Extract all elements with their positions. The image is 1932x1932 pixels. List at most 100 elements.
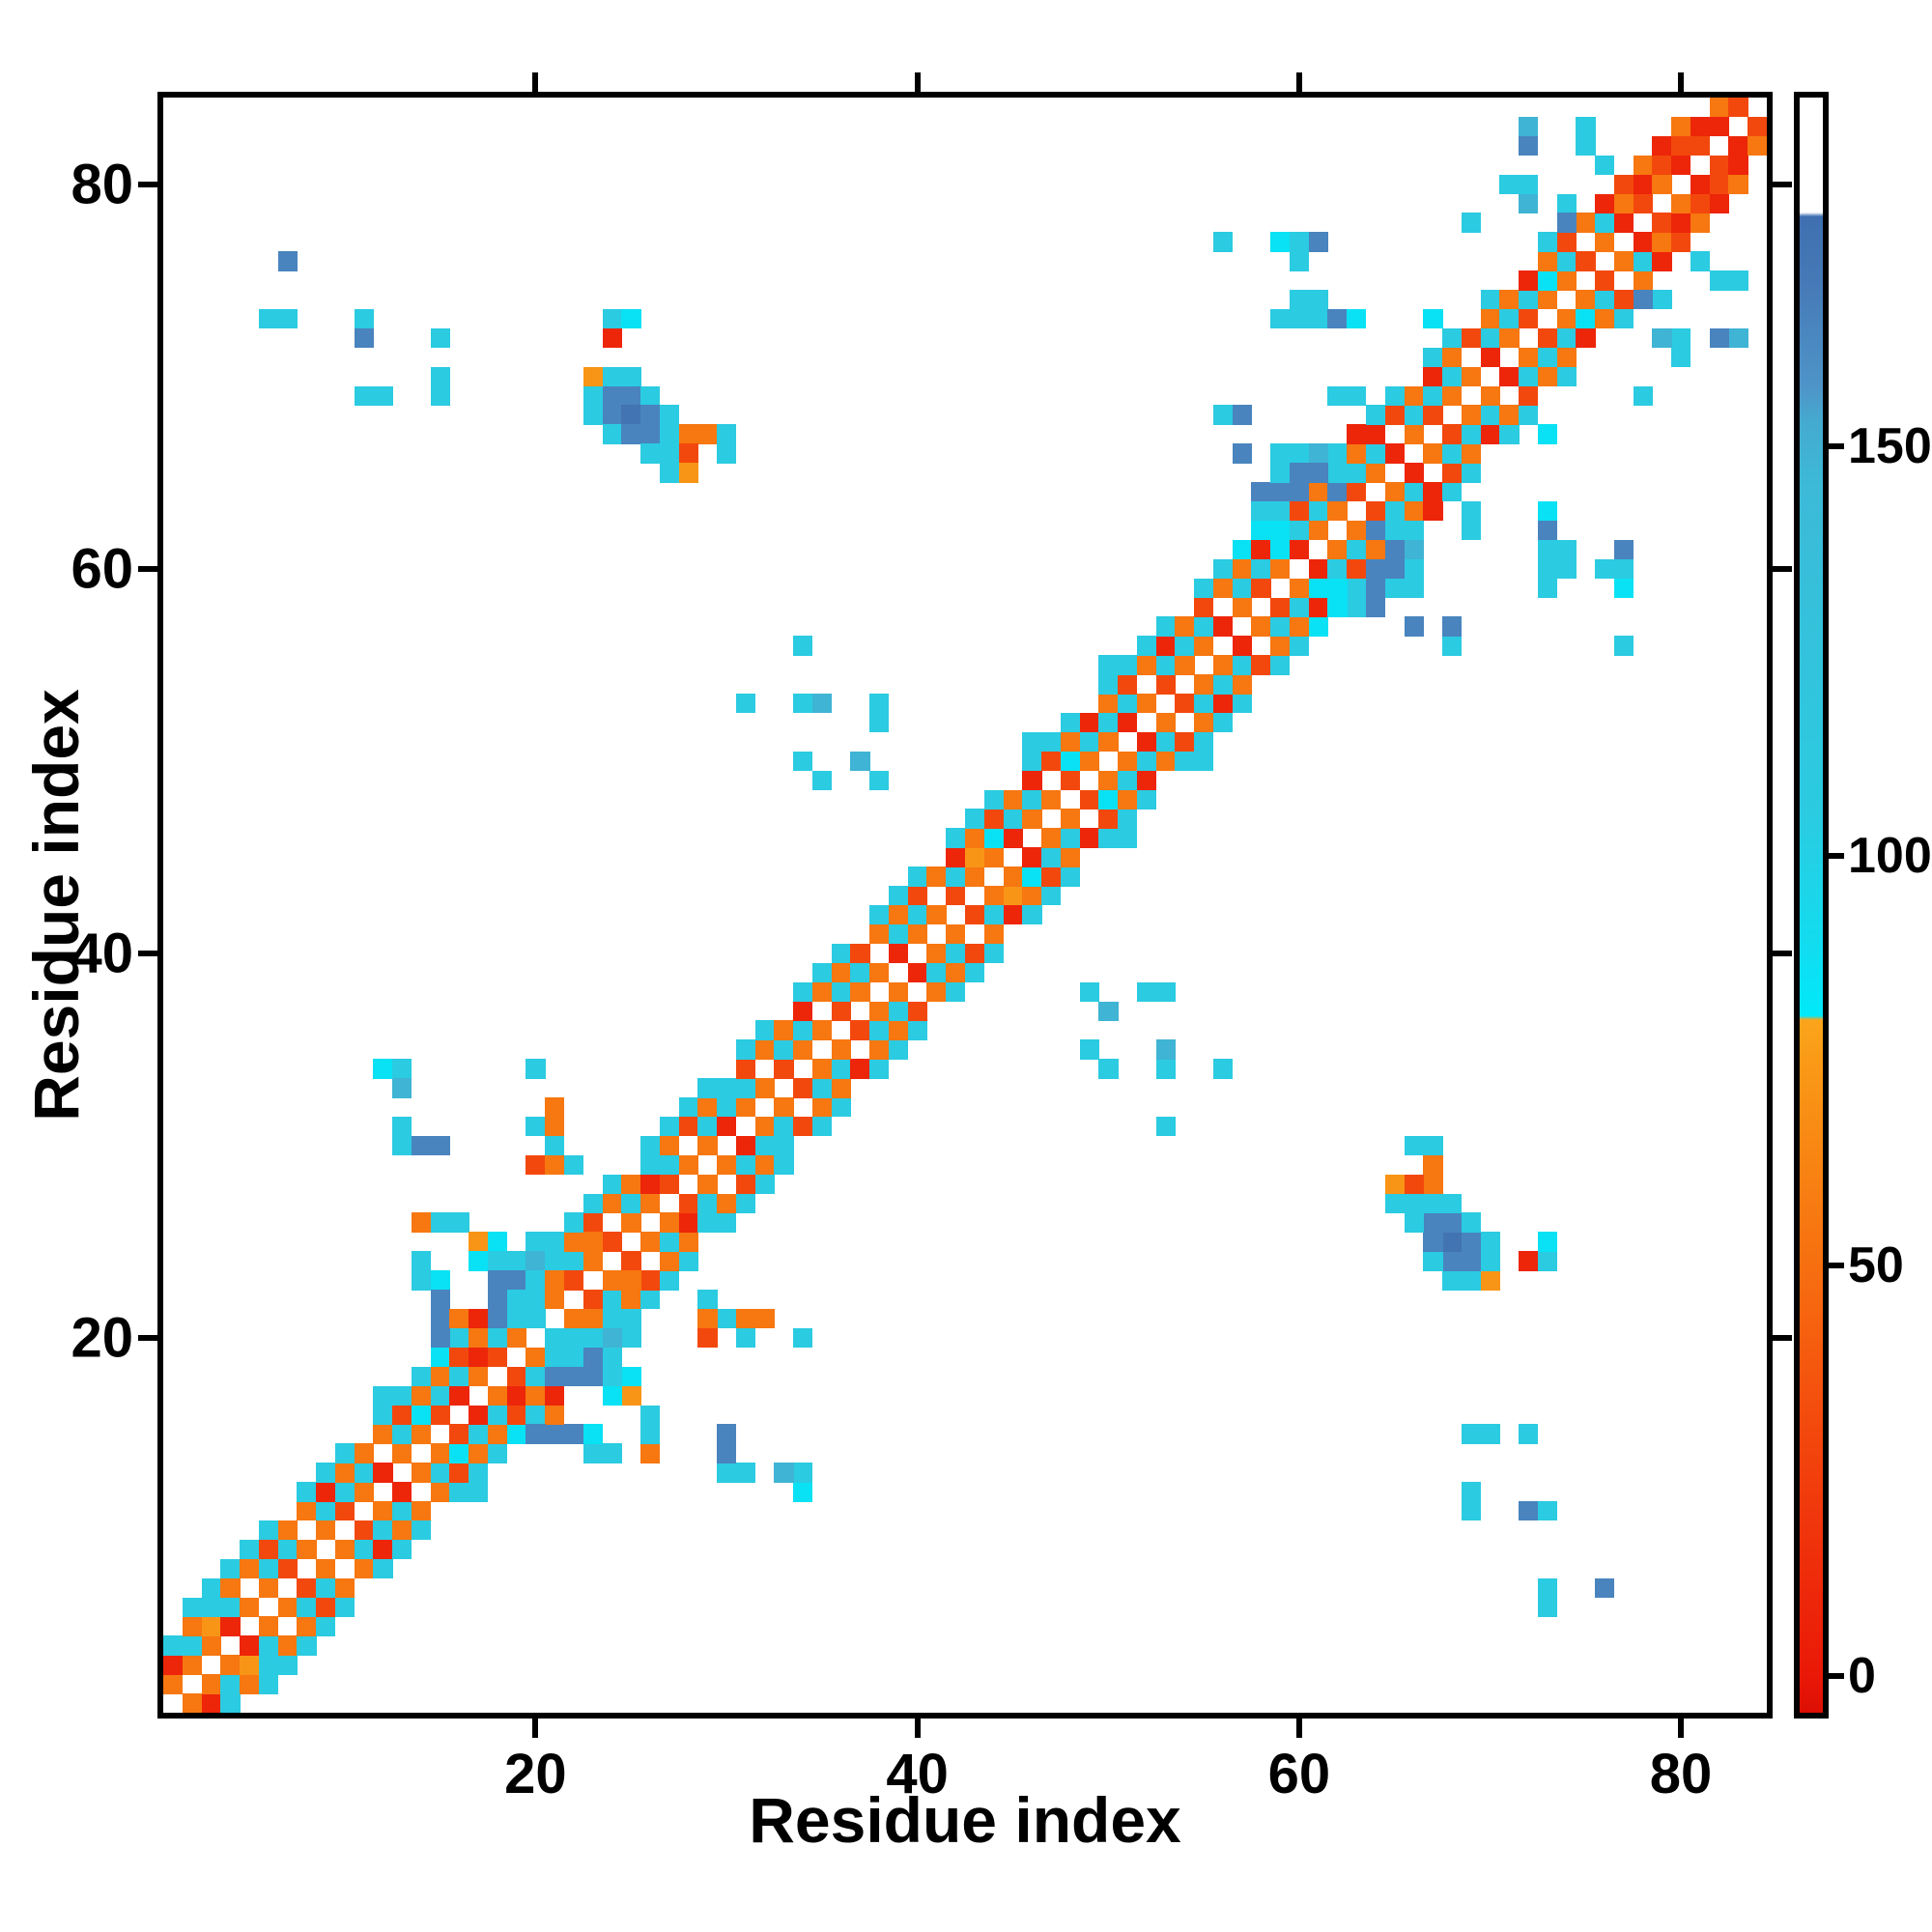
heatmap-cell: [602, 1385, 622, 1406]
heatmap-cell: [1175, 731, 1195, 753]
heatmap-cell: [1098, 1059, 1119, 1079]
heatmap-cell: [1442, 347, 1463, 368]
colorbar: [1794, 92, 1829, 1719]
heatmap-cell: [1461, 327, 1482, 349]
axis-tick: [138, 181, 157, 187]
heatmap-cell: [411, 1405, 432, 1425]
heatmap-cell: [506, 1424, 526, 1444]
heatmap-cell: [392, 1135, 412, 1156]
heatmap-cell: [526, 1290, 546, 1310]
heatmap-cell: [1652, 174, 1672, 194]
heatmap-cell: [1384, 385, 1405, 406]
heatmap-cell: [735, 1039, 756, 1060]
heatmap-cell: [1519, 193, 1539, 213]
heatmap-cell: [869, 712, 890, 733]
heatmap-cell: [297, 1539, 317, 1560]
heatmap-cell: [697, 424, 718, 444]
heatmap-cell: [1671, 327, 1691, 349]
heatmap-cell: [1404, 424, 1424, 444]
heatmap-cell: [811, 770, 833, 791]
heatmap-cell: [1461, 1270, 1482, 1291]
heatmap-cell: [1270, 539, 1291, 560]
heatmap-cell: [1461, 463, 1482, 483]
heatmap-cell: [717, 1078, 737, 1098]
heatmap-cell: [1671, 116, 1691, 137]
heatmap-cell: [1175, 616, 1195, 637]
heatmap-cell: [487, 1443, 508, 1463]
heatmap-cell: [1060, 847, 1081, 867]
heatmap-cell: [1251, 558, 1271, 580]
heatmap-cell: [220, 1616, 241, 1636]
heatmap-cell: [506, 1405, 526, 1425]
heatmap-cell: [659, 463, 680, 483]
contact-map-heatmap: [163, 98, 1768, 1714]
heatmap-cell: [201, 1674, 221, 1694]
heatmap-cell: [220, 1655, 241, 1675]
heatmap-cell: [1556, 539, 1577, 560]
heatmap-cell: [602, 385, 622, 406]
heatmap-cell: [1118, 712, 1138, 733]
heatmap-cell: [602, 424, 622, 444]
heatmap-cell: [602, 366, 622, 387]
heatmap-cell: [1232, 597, 1252, 617]
heatmap-cell: [1442, 1193, 1463, 1213]
heatmap-cell: [1060, 770, 1081, 791]
heatmap-cell: [1404, 405, 1424, 425]
heatmap-cell: [946, 962, 966, 983]
heatmap-cell: [1384, 1193, 1405, 1213]
heatmap-cell: [526, 1232, 546, 1252]
heatmap-cell: [1347, 424, 1367, 444]
heatmap-cell: [1576, 327, 1596, 349]
heatmap-cell: [1652, 135, 1672, 156]
heatmap-cell: [1212, 674, 1234, 695]
heatmap-cell: [1442, 1212, 1463, 1233]
heatmap-cell: [754, 1116, 775, 1137]
heatmap-cell: [469, 1405, 489, 1425]
heatmap-cell: [1423, 1135, 1443, 1156]
heatmap-cell: [526, 1309, 546, 1329]
heatmap-cell: [1423, 347, 1443, 368]
heatmap-cell: [449, 1309, 469, 1329]
heatmap-cell: [697, 1290, 718, 1310]
heatmap-cell: [1537, 270, 1558, 291]
heatmap-cell: [1576, 251, 1596, 271]
heatmap-cell: [1308, 578, 1328, 598]
axis-tick: [1295, 1719, 1302, 1738]
heatmap-cell: [1060, 712, 1081, 733]
heatmap-cell: [411, 1463, 432, 1483]
heatmap-cell: [831, 962, 851, 983]
heatmap-cell: [1499, 424, 1520, 444]
heatmap-cell: [1537, 1597, 1558, 1617]
heatmap-cell: [1327, 482, 1348, 502]
heatmap-cell: [1098, 809, 1119, 829]
heatmap-cell: [1270, 308, 1291, 329]
heatmap-cell: [582, 1366, 603, 1387]
heatmap-cell: [1136, 770, 1157, 791]
heatmap-cell: [1118, 770, 1138, 791]
heatmap-cell: [392, 1078, 412, 1098]
heatmap-cell: [1442, 636, 1463, 656]
heatmap-cell: [564, 1366, 584, 1387]
heatmap-cell: [392, 1385, 412, 1406]
heatmap-cell: [1728, 98, 1748, 118]
heatmap-cell: [1003, 828, 1023, 848]
heatmap-cell: [831, 1059, 851, 1079]
heatmap-cell: [831, 1039, 851, 1060]
heatmap-cell: [506, 1327, 526, 1349]
heatmap-cell: [277, 1597, 298, 1617]
heatmap-cell: [1347, 558, 1367, 580]
heatmap-cell: [965, 943, 985, 964]
heatmap-cell: [735, 1463, 756, 1483]
heatmap-cell: [1442, 424, 1463, 444]
heatmap-cell: [1384, 1174, 1405, 1195]
heatmap-cell: [717, 1116, 737, 1137]
heatmap-cell: [1079, 712, 1099, 733]
heatmap-cell: [602, 308, 622, 329]
heatmap-cell: [1270, 655, 1291, 675]
heatmap-cell: [1136, 636, 1157, 656]
heatmap-cell: [354, 1443, 374, 1463]
heatmap-cell: [717, 1309, 737, 1329]
heatmap-cell: [640, 1443, 661, 1463]
heatmap-cell: [564, 1251, 584, 1271]
heatmap-cell: [1098, 712, 1119, 733]
